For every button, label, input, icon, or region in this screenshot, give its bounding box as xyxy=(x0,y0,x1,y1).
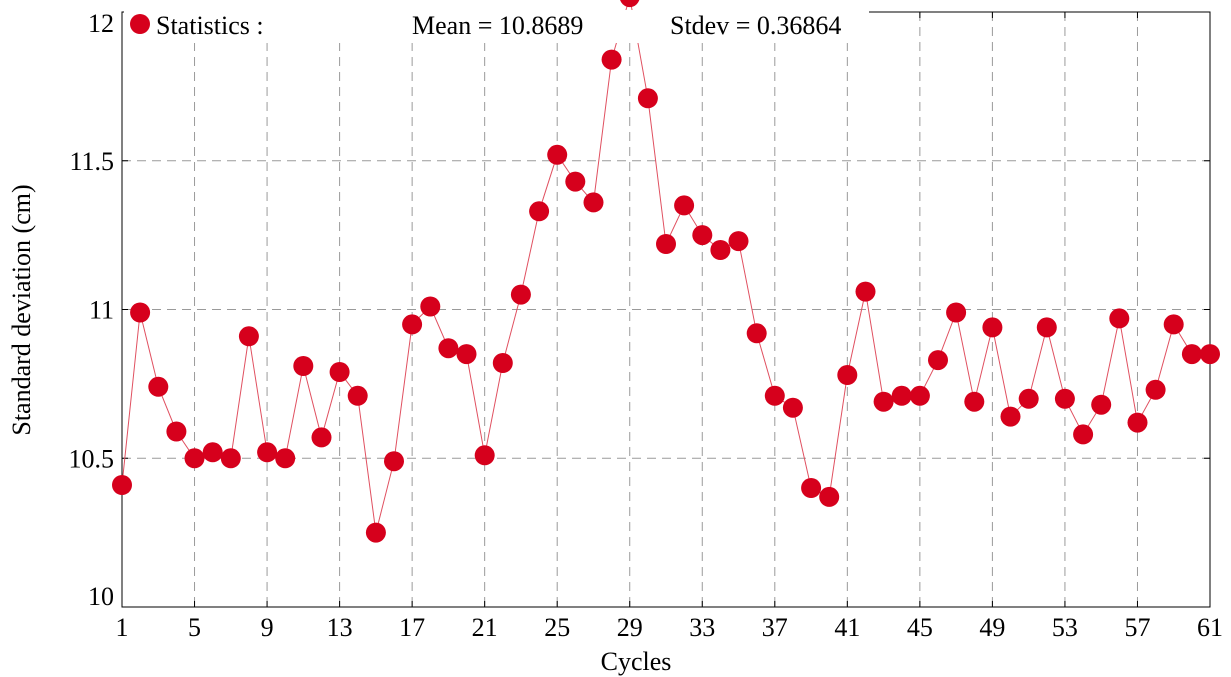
x-axis-title: Cycles xyxy=(601,647,672,676)
data-point xyxy=(529,201,550,222)
data-point xyxy=(782,397,803,418)
data-point xyxy=(637,88,658,109)
data-point xyxy=(1109,308,1130,329)
x-tick-label: 21 xyxy=(472,613,498,642)
data-point xyxy=(492,353,513,373)
data-point xyxy=(365,522,386,543)
x-tick-label: 29 xyxy=(617,613,643,642)
data-point xyxy=(257,442,278,463)
y-axis-title: Standard deviation (cm) xyxy=(7,184,36,435)
data-point xyxy=(329,362,350,382)
data-point xyxy=(837,365,858,385)
legend-stdev: Stdev = 0.36864 xyxy=(670,11,841,40)
data-point xyxy=(909,385,930,406)
x-tick-label: 49 xyxy=(979,613,1005,642)
data-point xyxy=(238,326,259,347)
data-point xyxy=(184,448,205,469)
x-tick-label: 37 xyxy=(762,613,788,642)
x-tick-label: 53 xyxy=(1052,613,1078,642)
x-tick-label: 33 xyxy=(689,613,715,642)
data-point xyxy=(384,451,404,472)
x-axis-ticks: 1 5 9 13 17 21 25 29 33 37 41 45 49 53 57 61 xyxy=(116,12,1223,642)
x-tick-label: 5 xyxy=(188,613,201,642)
data-point xyxy=(275,448,296,469)
data-points xyxy=(112,0,1220,543)
data-point xyxy=(819,486,840,507)
data-point xyxy=(293,356,314,376)
data-point xyxy=(891,385,912,406)
data-point xyxy=(873,391,894,412)
data-point xyxy=(964,391,985,412)
data-point xyxy=(474,445,495,466)
data-point xyxy=(1127,412,1148,433)
x-tick-label: 45 xyxy=(907,613,933,642)
grid-lines xyxy=(122,12,1210,607)
data-point xyxy=(510,284,531,305)
data-point xyxy=(1091,394,1112,415)
data-point xyxy=(420,296,441,317)
data-point xyxy=(946,302,967,323)
data-point xyxy=(728,231,749,252)
data-point xyxy=(347,385,368,406)
data-point xyxy=(112,475,132,495)
y-tick-label: 11.5 xyxy=(69,147,114,176)
data-point xyxy=(220,448,241,469)
data-point xyxy=(928,350,948,371)
data-point xyxy=(1036,317,1057,338)
data-point xyxy=(1145,379,1166,400)
data-point xyxy=(402,314,423,335)
x-tick-label: 61 xyxy=(1197,613,1223,642)
data-point xyxy=(130,302,151,323)
data-point xyxy=(1163,314,1184,335)
x-tick-label: 25 xyxy=(544,613,570,642)
data-point xyxy=(620,0,640,8)
data-point xyxy=(1000,406,1021,427)
data-point xyxy=(801,478,822,498)
y-tick-label: 10 xyxy=(88,582,114,611)
data-point xyxy=(1200,344,1220,365)
y-axis-ticks: 10 10.5 11 11.5 12 xyxy=(69,9,1210,611)
data-point xyxy=(656,234,676,254)
x-tick-label: 1 xyxy=(116,613,129,642)
data-point xyxy=(1181,344,1202,365)
data-point xyxy=(1073,424,1094,445)
x-tick-label: 41 xyxy=(834,613,860,642)
data-point xyxy=(692,225,713,246)
legend-mean: Mean = 10.8689 xyxy=(412,11,583,40)
y-tick-label: 12 xyxy=(88,9,114,38)
data-point xyxy=(710,240,731,260)
data-point xyxy=(166,421,187,442)
x-tick-label: 9 xyxy=(261,613,274,642)
data-point xyxy=(1018,388,1039,409)
data-point xyxy=(746,323,767,344)
x-tick-label: 57 xyxy=(1124,613,1150,642)
data-point xyxy=(311,427,332,448)
data-point xyxy=(438,338,459,359)
x-tick-label: 17 xyxy=(399,613,425,642)
data-point xyxy=(601,49,622,70)
legend-marker xyxy=(130,14,150,34)
data-point xyxy=(674,195,695,216)
data-point xyxy=(565,171,586,192)
data-point xyxy=(583,192,604,213)
y-tick-label: 11 xyxy=(89,296,114,325)
data-point xyxy=(456,344,477,365)
legend-label: Statistics : xyxy=(156,11,264,40)
x-tick-label: 13 xyxy=(327,613,353,642)
data-point xyxy=(202,442,223,463)
legend-box xyxy=(124,10,869,43)
data-point xyxy=(982,317,1003,338)
data-point xyxy=(547,144,568,165)
data-point xyxy=(855,281,876,302)
data-point xyxy=(764,385,785,406)
y-tick-label: 10.5 xyxy=(69,444,115,473)
data-point xyxy=(148,376,169,397)
data-point xyxy=(1054,388,1075,409)
